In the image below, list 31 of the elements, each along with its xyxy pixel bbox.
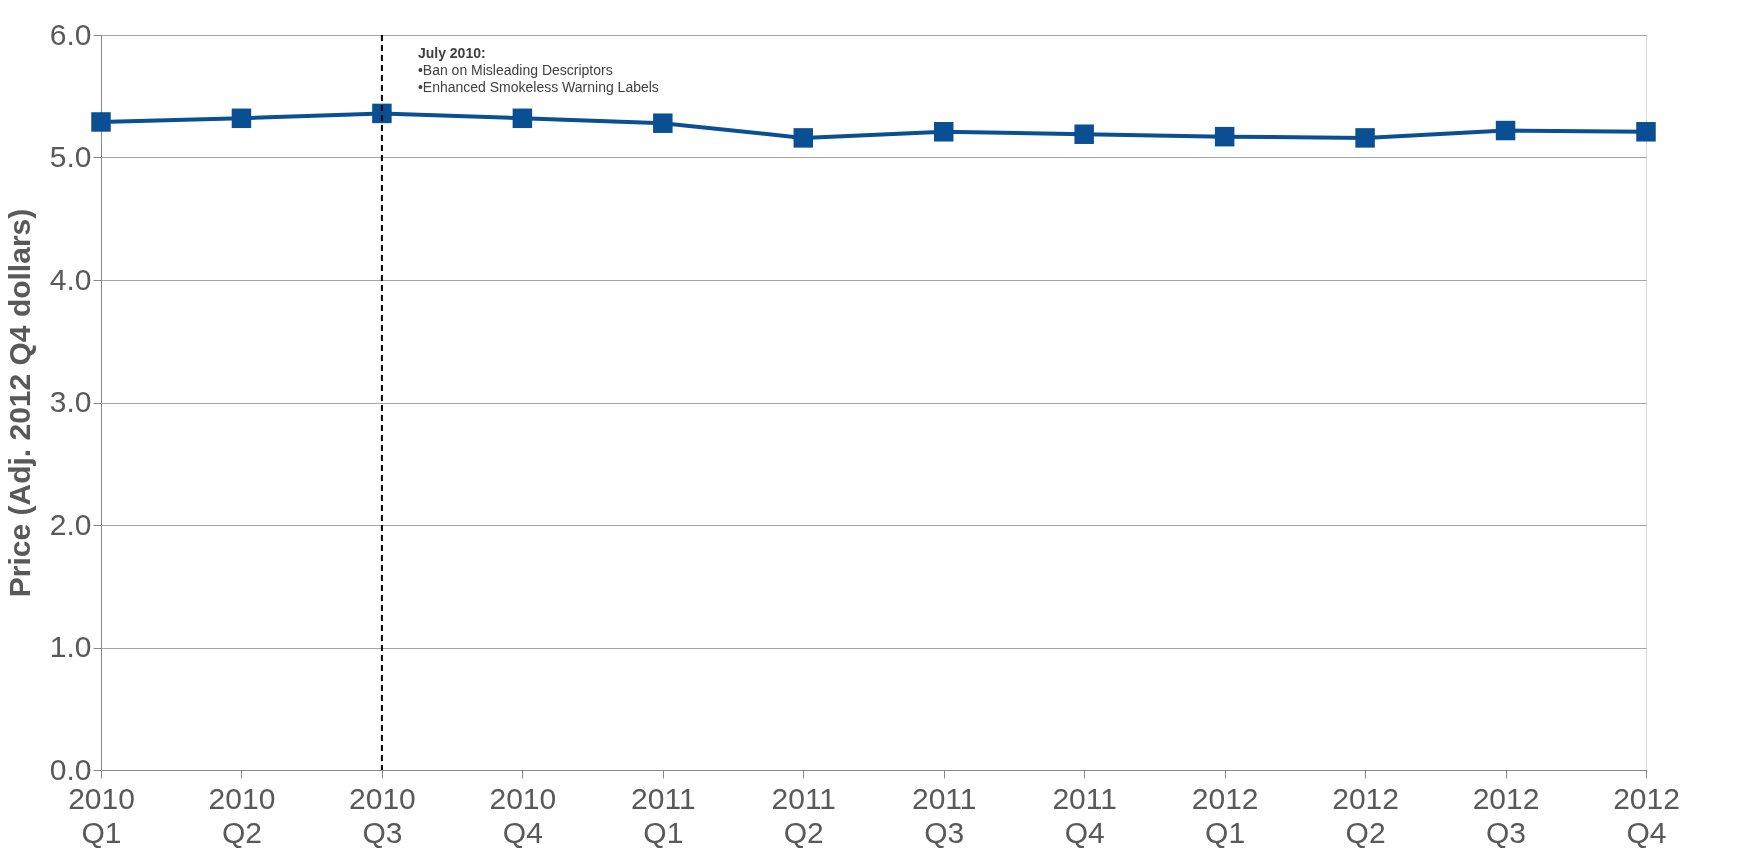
x-tick-label: 2010 Q2 [208, 781, 276, 849]
x-tick-label: 2010 Q4 [489, 781, 557, 849]
x-tick-label: 2012 Q3 [1472, 781, 1540, 849]
point [653, 113, 673, 133]
y-tick-label: 1.0 [49, 630, 92, 663]
point [372, 103, 392, 124]
x-tick-label: 2010 Q3 [349, 781, 416, 849]
x-tick-label: 2011 Q1 [631, 781, 696, 849]
point [1355, 128, 1375, 148]
point [933, 122, 954, 142]
x-tick-label: 2011 Q4 [1052, 781, 1117, 849]
point [1214, 126, 1235, 147]
point [1636, 122, 1656, 142]
y-tick-label: 3.0 [49, 385, 92, 418]
point [91, 112, 111, 132]
y-tick-label: 4.0 [49, 262, 92, 296]
y-axis-title: Price (Adj. 2012 Q4 dollars) [2, 208, 36, 598]
point [1495, 120, 1516, 141]
x-tick-label: 2012 Q4 [1613, 781, 1680, 849]
x-tick-label: 2012 Q1 [1191, 781, 1259, 849]
point [512, 108, 533, 129]
ref-line-label: July 2010: •Ban on Misleading Descriptors •Enhanced Smokeless Warning Labels [417, 45, 659, 95]
point [1074, 124, 1094, 144]
x-tick-label: 2012 Q2 [1332, 781, 1399, 849]
y-tick-label: 2.0 [49, 507, 92, 541]
x-tick-label: 2011 Q2 [771, 781, 837, 849]
y-tick-label: 6.0 [49, 17, 92, 51]
point [793, 128, 814, 148]
y-tick-label: 5.0 [49, 140, 92, 173]
point [231, 108, 252, 129]
x-tick-label: 2011 Q3 [911, 781, 977, 849]
